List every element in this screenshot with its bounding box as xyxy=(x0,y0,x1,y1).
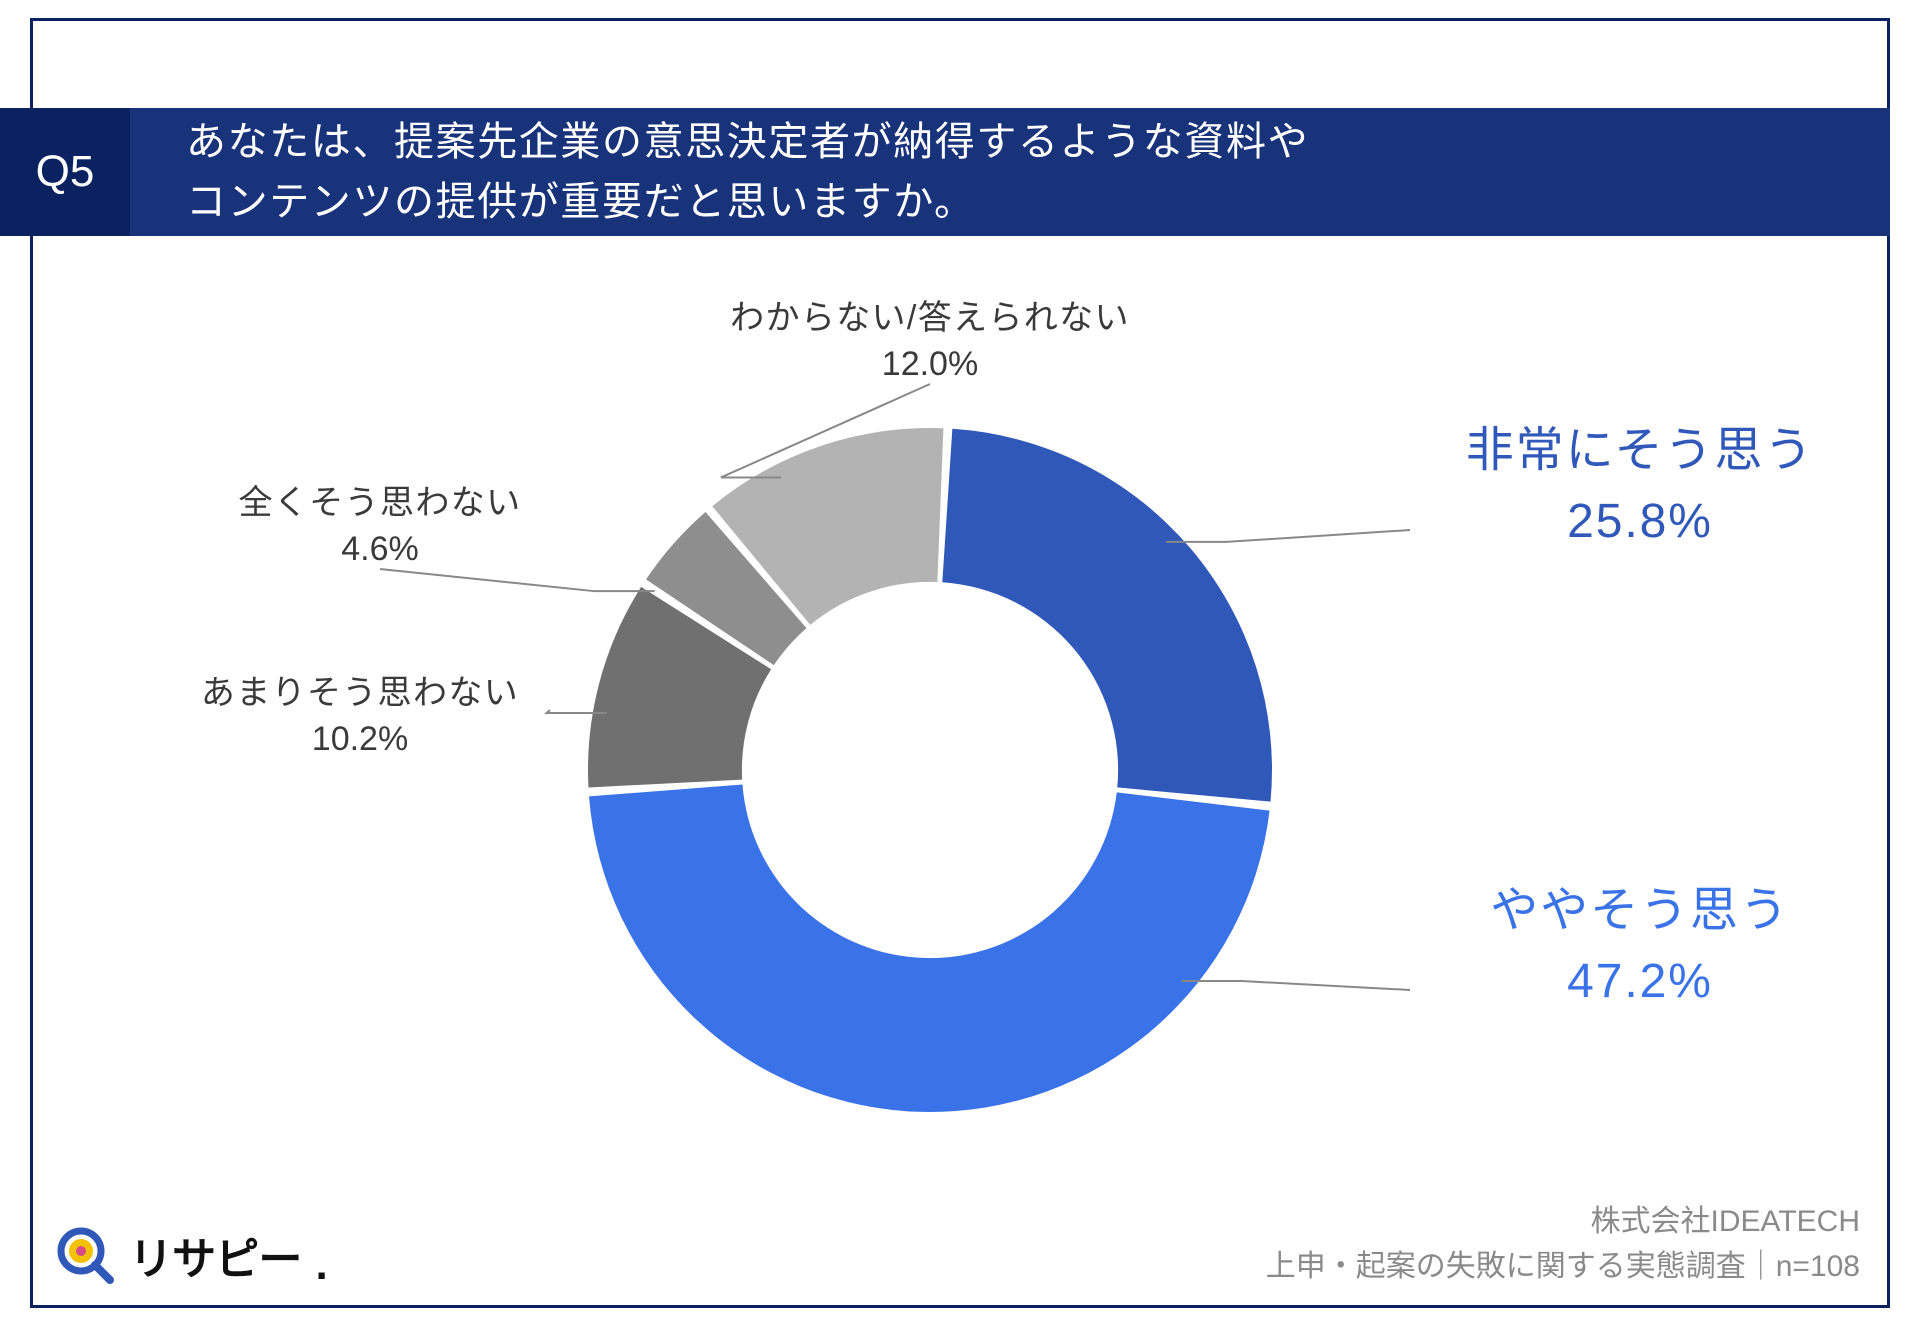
segment-label-somewhat_disagree: あまりそう思わない 10.2% xyxy=(160,665,560,759)
question-number-badge: Q5 xyxy=(0,108,130,236)
question-text: あなたは、提案先企業の意思決定者が納得するような資料や コンテンツの提供が重要だ… xyxy=(186,112,1309,232)
donut-chart xyxy=(570,410,1290,1130)
segment-label-name: 非常にそう思う xyxy=(1400,410,1880,480)
segment-label-pct: 25.8% xyxy=(1400,494,1880,549)
footer-credits: 株式会社IDEATECH 上申・起案の失敗に関する実態調査｜n=108 xyxy=(1266,1199,1860,1289)
segment-label-name: 全くそう思わない xyxy=(200,475,560,524)
segment-label-strongly_agree: 非常にそう思う 25.8% xyxy=(1400,410,1880,549)
footer-survey: 上申・起案の失敗に関する実態調査｜n=108 xyxy=(1266,1244,1860,1289)
segment-label-somewhat_agree: ややそう思う 47.2% xyxy=(1400,870,1880,1009)
question-title-bar: あなたは、提案先企業の意思決定者が納得するような資料や コンテンツの提供が重要だ… xyxy=(130,108,1890,236)
brand-logo: リサピー . xyxy=(55,1223,328,1287)
segment-label-dont_know: わからない/答えられない 12.0% xyxy=(690,290,1170,384)
segment-label-pct: 12.0% xyxy=(690,345,1170,384)
segment-label-strongly_disagree: 全くそう思わない 4.6% xyxy=(200,475,560,569)
question-number: Q5 xyxy=(36,147,95,197)
segment-label-pct: 4.6% xyxy=(200,530,560,569)
brand-name: リサピー xyxy=(129,1223,301,1287)
segment-label-pct: 10.2% xyxy=(160,720,560,759)
donut-segment-somewhat_agree xyxy=(589,785,1270,1112)
chart-area: 非常にそう思う 25.8% ややそう思う 47.2% あまりそう思わない 10.2% 全くそ… xyxy=(30,290,1890,1270)
segment-label-pct: 47.2% xyxy=(1400,954,1880,1009)
segment-label-name: あまりそう思わない xyxy=(160,665,560,714)
donut-segment-strongly_agree xyxy=(942,429,1272,802)
magnifier-icon xyxy=(55,1225,115,1285)
segment-label-name: ややそう思う xyxy=(1400,870,1880,940)
footer-company: 株式会社IDEATECH xyxy=(1266,1199,1860,1244)
segment-label-name: わからない/答えられない xyxy=(690,290,1170,339)
brand-dot: . xyxy=(315,1240,327,1290)
